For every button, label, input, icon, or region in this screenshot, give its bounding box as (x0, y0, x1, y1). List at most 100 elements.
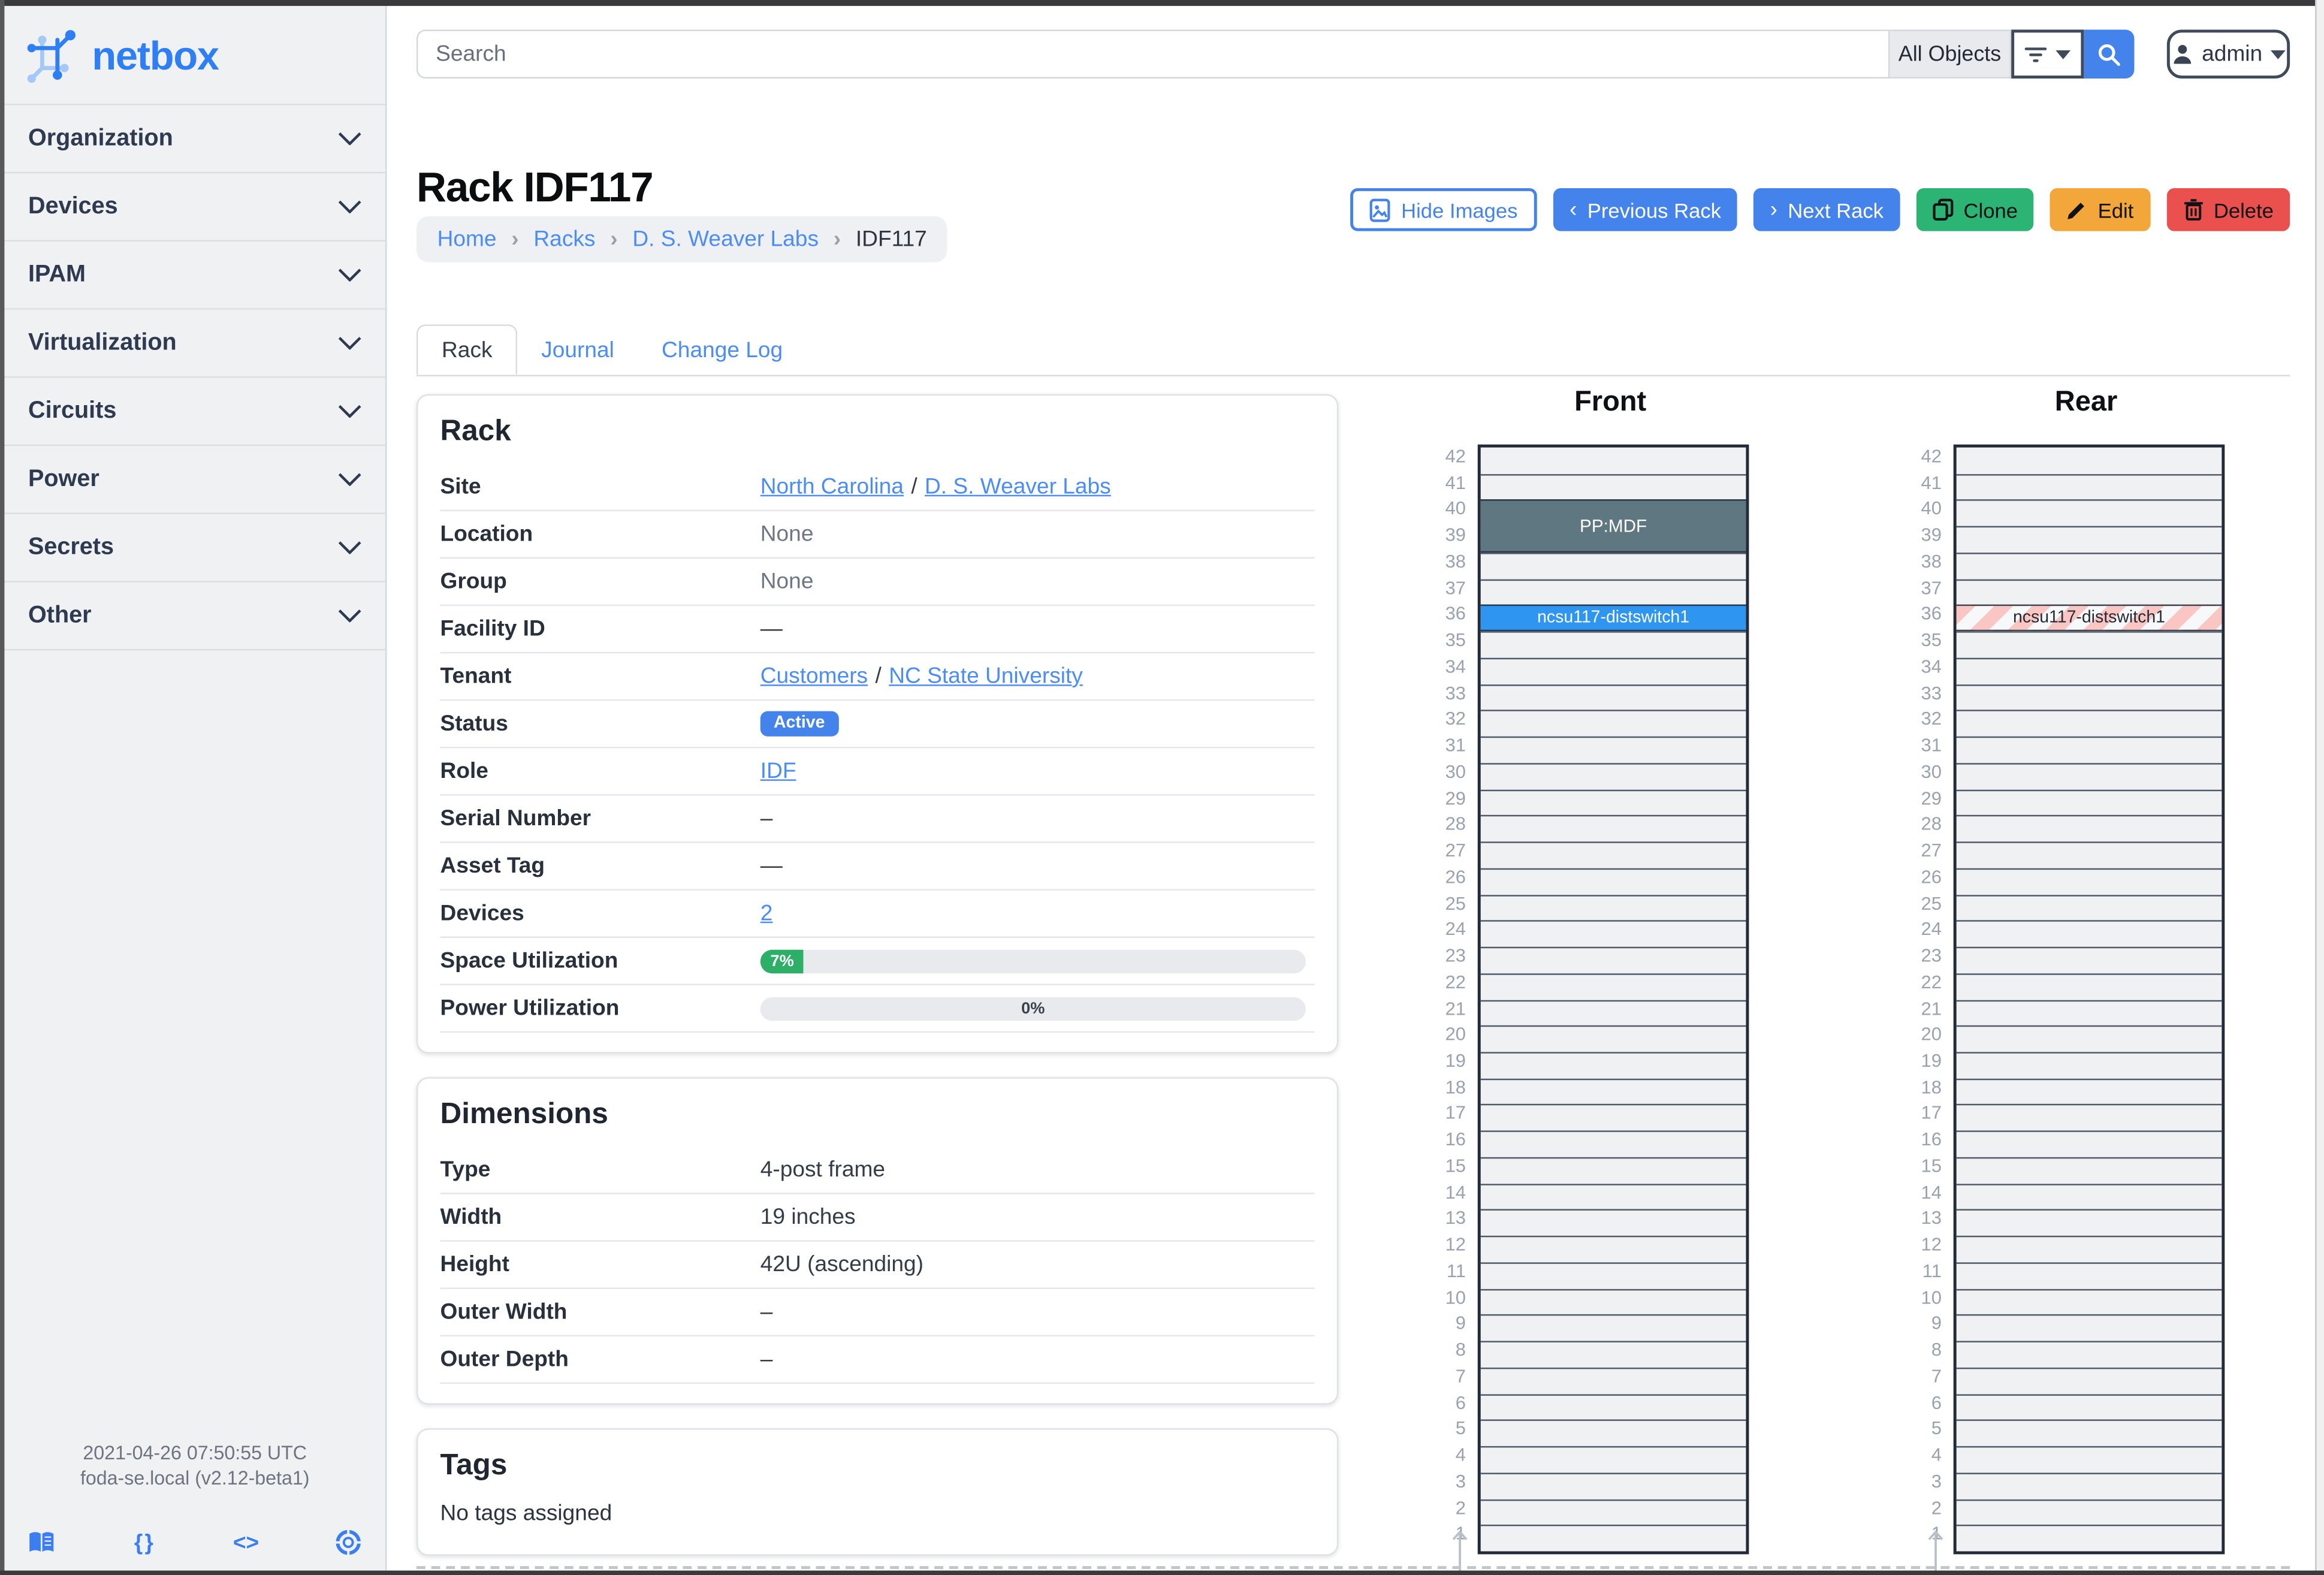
rack-unit-slot[interactable] (1480, 762, 1746, 789)
rack-unit-slot[interactable] (1956, 920, 2222, 947)
rack-unit-slot[interactable] (1956, 841, 2222, 868)
rack-unit-slot[interactable] (1956, 473, 2222, 500)
rack-unit-slot[interactable] (1956, 500, 2222, 526)
rack-unit-slot[interactable] (1956, 1314, 2222, 1341)
sidebar-item-secrets[interactable]: Secrets (4, 514, 386, 583)
sidebar-item-ipam[interactable]: IPAM (4, 242, 386, 310)
rack-unit-slot[interactable] (1956, 1183, 2222, 1209)
rack-device[interactable]: ncsu117-distswitch1 (1956, 605, 2222, 632)
rack-unit-slot[interactable] (1480, 1236, 1746, 1262)
rack-unit-slot[interactable] (1480, 1078, 1746, 1105)
rack-unit-slot[interactable] (1956, 1104, 2222, 1131)
rack-unit-slot[interactable] (1956, 552, 2222, 579)
sidebar-item-virtualization[interactable]: Virtualization (4, 310, 386, 378)
rack-unit-slot[interactable] (1956, 1209, 2222, 1236)
rack-unit-slot[interactable] (1956, 815, 2222, 842)
rack-unit-slot[interactable] (1956, 1446, 2222, 1473)
rack-unit-slot[interactable] (1956, 1236, 2222, 1262)
rack-unit-slot[interactable] (1480, 789, 1746, 816)
rack-unit-slot[interactable] (1480, 578, 1746, 605)
rack-unit-slot[interactable] (1956, 1025, 2222, 1052)
rack-unit-slot[interactable] (1956, 1052, 2222, 1078)
rack-unit-slot[interactable] (1956, 1078, 2222, 1105)
tab-change-log[interactable]: Change Log (662, 337, 783, 363)
rack-unit-slot[interactable] (1480, 684, 1746, 710)
tab-rack[interactable]: Rack (416, 324, 518, 375)
rack-unit-slot[interactable] (1956, 1367, 2222, 1393)
rack-unit-slot[interactable] (1480, 920, 1746, 947)
search-input[interactable] (416, 29, 1888, 79)
search-submit-button[interactable] (2084, 29, 2135, 79)
rack-unit-slot[interactable] (1956, 789, 2222, 816)
rack-unit-slot[interactable] (1480, 841, 1746, 868)
sidebar-item-power[interactable]: Power (4, 446, 386, 514)
rack-unit-slot[interactable] (1956, 1288, 2222, 1315)
rack-unit-slot[interactable] (1480, 1446, 1746, 1473)
sidebar-item-devices[interactable]: Devices (4, 173, 386, 242)
user-menu-button[interactable]: admin (2166, 29, 2290, 79)
tab-journal[interactable]: Journal (541, 337, 614, 363)
rack-unit-slot[interactable] (1480, 736, 1746, 763)
rack-unit-slot[interactable] (1480, 657, 1746, 684)
tenant-link[interactable]: NC State University (889, 663, 1083, 689)
rack-unit-slot[interactable] (1956, 973, 2222, 1000)
rack-unit-slot[interactable] (1956, 999, 2222, 1026)
search-filter-button[interactable] (2011, 29, 2084, 79)
rack-unit-slot[interactable] (1480, 1393, 1746, 1420)
region-link[interactable]: North Carolina (760, 474, 904, 500)
rack-unit-slot[interactable] (1956, 1472, 2222, 1499)
role-link[interactable]: IDF (760, 758, 796, 784)
rack-unit-slot[interactable] (1956, 684, 2222, 710)
docs-book-icon[interactable] (25, 1529, 58, 1556)
next-rack-button[interactable]: › Next Rack (1753, 188, 1900, 231)
rack-unit-slot[interactable] (1480, 1183, 1746, 1209)
rack-device[interactable]: ncsu117-distswitch1 (1480, 605, 1746, 632)
rack-unit-slot[interactable] (1480, 999, 1746, 1026)
rack-unit-slot[interactable] (1956, 1393, 2222, 1420)
tenant-group-link[interactable]: Customers (760, 663, 868, 689)
rack-unit-slot[interactable] (1480, 1472, 1746, 1499)
window-scrollbar-track[interactable] (2315, 0, 2324, 1575)
rack-unit-slot[interactable] (1480, 946, 1746, 973)
rack-unit-slot[interactable] (1956, 762, 2222, 789)
sidebar-item-circuits[interactable]: Circuits (4, 378, 386, 446)
rack-unit-slot[interactable] (1956, 1341, 2222, 1368)
rack-unit-slot[interactable] (1956, 946, 2222, 973)
rack-unit-slot[interactable] (1480, 815, 1746, 842)
rack-unit-slot[interactable] (1480, 1341, 1746, 1368)
rack-unit-slot[interactable] (1480, 1104, 1746, 1131)
rack-unit-slot[interactable] (1956, 710, 2222, 737)
rack-unit-slot[interactable] (1956, 578, 2222, 605)
rack-unit-slot[interactable] (1480, 973, 1746, 1000)
rack-unit-slot[interactable] (1480, 1025, 1746, 1052)
previous-rack-button[interactable]: ‹ Previous Rack (1553, 188, 1738, 231)
rack-unit-slot[interactable] (1480, 1209, 1746, 1236)
rack-unit-slot[interactable] (1480, 552, 1746, 579)
edit-button[interactable]: Edit (2050, 188, 2150, 231)
rack-unit-slot[interactable] (1956, 1262, 2222, 1289)
rack-unit-slot[interactable] (1480, 1262, 1746, 1289)
help-lifebuoy-icon[interactable] (332, 1529, 364, 1556)
rack-unit-slot[interactable] (1480, 1525, 1746, 1552)
rack-device[interactable]: PP:MDF (1480, 500, 1746, 553)
rack-unit-slot[interactable] (1480, 631, 1746, 658)
sidebar-item-other[interactable]: Other (4, 583, 386, 651)
rack-unit-slot[interactable] (1480, 710, 1746, 737)
rack-unit-slot[interactable] (1956, 526, 2222, 553)
rack-unit-slot[interactable] (1480, 1498, 1746, 1525)
rack-unit-slot[interactable] (1480, 1052, 1746, 1078)
rack-unit-slot[interactable] (1956, 631, 2222, 658)
rack-unit-slot[interactable] (1481, 448, 1746, 474)
rack-unit-slot[interactable] (1956, 1498, 2222, 1525)
code-icon[interactable]: <> (233, 1529, 259, 1555)
rack-unit-slot[interactable] (1956, 657, 2222, 684)
rack-unit-slot[interactable] (1956, 1420, 2222, 1446)
rest-api-braces-icon[interactable]: { } (134, 1529, 153, 1555)
netbox-logo[interactable]: netbox (4, 6, 385, 104)
rack-unit-slot[interactable] (1480, 894, 1746, 921)
breadcrumb-item[interactable]: D. S. Weaver Labs (632, 227, 819, 252)
sidebar-item-organization[interactable]: Organization (4, 105, 386, 174)
delete-button[interactable]: Delete (2166, 188, 2290, 231)
rack-unit-slot[interactable] (1956, 868, 2222, 894)
devices-count-link[interactable]: 2 (760, 901, 773, 927)
